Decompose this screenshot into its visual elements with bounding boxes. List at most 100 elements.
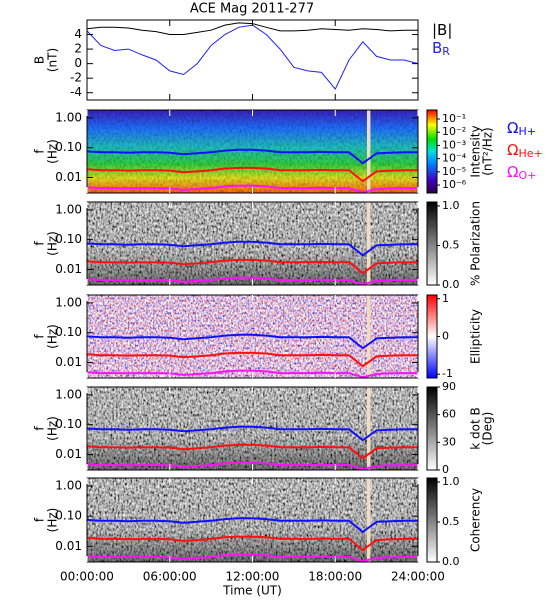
y-axis-label: f bbox=[33, 334, 47, 339]
series-line bbox=[86, 425, 418, 442]
legend-label: ΩH+ bbox=[507, 119, 536, 139]
colorbar-tick-label: 10⁻² bbox=[442, 125, 466, 138]
data-gap bbox=[366, 387, 371, 470]
y-axis-label: (Hz) bbox=[46, 231, 60, 256]
colorbar-tick-label: 1.0 bbox=[442, 475, 460, 488]
x-tick-label: 24:00:00 bbox=[391, 570, 445, 584]
y-tick-label: 4 bbox=[74, 27, 82, 41]
y-axis-label: f bbox=[33, 426, 47, 431]
colorbar-tick-label: 10⁻¹ bbox=[442, 112, 466, 125]
colorbar-label: Coherency bbox=[469, 488, 483, 552]
y-tick-label: -4 bbox=[70, 85, 82, 99]
data-gap bbox=[366, 295, 371, 378]
y-axis-label: f bbox=[33, 517, 47, 522]
colorbar-label: Intensity bbox=[469, 125, 483, 177]
y-tick-label: 0.10 bbox=[55, 140, 82, 154]
colorbar bbox=[426, 109, 438, 194]
legend-name: Ω bbox=[507, 119, 518, 137]
colorbar bbox=[426, 201, 438, 286]
series-line bbox=[86, 333, 418, 350]
colorbar-label: (nT²/Hz) bbox=[481, 127, 495, 175]
colorbar bbox=[426, 294, 438, 379]
y-tick-label: 1.00 bbox=[55, 387, 82, 401]
series-line bbox=[86, 240, 418, 257]
series-line bbox=[86, 461, 418, 471]
colorbar-tick-label: 0.5 bbox=[442, 238, 460, 251]
series-line bbox=[86, 535, 418, 552]
y-axis-label: (Hz) bbox=[46, 324, 60, 349]
colorbar bbox=[426, 386, 438, 471]
colorbar-label: k dot B bbox=[469, 407, 483, 449]
y-tick-label: -2 bbox=[70, 71, 82, 85]
y-axis-label: f bbox=[33, 241, 47, 246]
legend-subscript: O+ bbox=[518, 169, 536, 182]
legend-label: ΩO+ bbox=[507, 163, 536, 183]
colorbar-tick-label: 1.0 bbox=[442, 199, 460, 212]
colorbar-tick-label: 10⁻³ bbox=[442, 138, 466, 151]
series-line bbox=[86, 517, 418, 534]
series-line bbox=[86, 184, 418, 194]
colorbar-tick-label: 10⁻⁵ bbox=[442, 165, 466, 178]
series-line bbox=[86, 351, 418, 368]
colorbar-tick-label: 30 bbox=[442, 435, 456, 448]
series-line bbox=[86, 276, 418, 286]
legend-subscript: He+ bbox=[518, 147, 542, 160]
x-tick-label: 12:00:00 bbox=[226, 570, 280, 584]
colorbar-tick-label: 0.0 bbox=[442, 278, 460, 291]
y-tick-label: 0.10 bbox=[55, 509, 82, 523]
series-line bbox=[86, 443, 418, 460]
legend-label: BR bbox=[432, 39, 450, 59]
colorbar-label: Ellipticity bbox=[469, 309, 483, 364]
colorbar-tick-label: 10⁻⁴ bbox=[442, 152, 467, 165]
series-line bbox=[86, 258, 418, 275]
series-line bbox=[86, 148, 418, 165]
colorbar-label: % Polarization bbox=[469, 201, 483, 286]
legend-subscript: R bbox=[442, 45, 450, 58]
y-tick-label: 0 bbox=[74, 56, 82, 70]
y-axis-label: (Hz) bbox=[46, 139, 60, 164]
plot-area bbox=[87, 20, 418, 100]
y-tick-label: 0.10 bbox=[55, 232, 82, 246]
colorbar-tick-label: 10⁻⁶ bbox=[442, 178, 467, 191]
colorbar-tick-label: -1 bbox=[442, 367, 453, 380]
y-tick-label: 1.00 bbox=[55, 110, 82, 124]
legend-name: B bbox=[432, 39, 442, 57]
y-tick-label: 0.10 bbox=[55, 325, 82, 339]
y-axis-label: B bbox=[33, 56, 47, 64]
x-axis-label: Time (UT) bbox=[222, 584, 282, 598]
y-tick-label: 0.01 bbox=[55, 262, 82, 276]
y-tick-label: 1.00 bbox=[55, 202, 82, 216]
y-tick-label: 2 bbox=[74, 42, 82, 56]
y-tick-label: 0.10 bbox=[55, 417, 82, 431]
legend-subscript: H+ bbox=[518, 125, 536, 138]
y-axis-label: (Hz) bbox=[46, 416, 60, 441]
legend-name: Ω bbox=[507, 141, 518, 159]
y-tick-label: 0.01 bbox=[55, 447, 82, 461]
colorbar-tick-label: 0 bbox=[442, 463, 449, 476]
x-tick-label: 18:00:00 bbox=[308, 570, 362, 584]
colorbar-tick-label: 60 bbox=[442, 408, 456, 421]
x-tick-label: 06:00:00 bbox=[143, 570, 197, 584]
series-line bbox=[86, 369, 418, 379]
y-axis-label: (Hz) bbox=[46, 508, 60, 533]
series-line bbox=[86, 553, 418, 563]
y-tick-label: 0.01 bbox=[55, 170, 82, 184]
legend-name: Ω bbox=[507, 163, 518, 181]
colorbar-tick-label: 90 bbox=[442, 380, 456, 393]
colorbar-tick-label: 0.0 bbox=[442, 555, 460, 568]
colorbar-tick-label: 0 bbox=[442, 330, 449, 343]
y-axis-label: (nT) bbox=[46, 48, 60, 72]
colorbar-tick-label: 1 bbox=[442, 292, 449, 305]
legend-name: |B| bbox=[432, 21, 452, 39]
series-line bbox=[86, 166, 418, 183]
legend-label: |B| bbox=[432, 21, 452, 39]
data-gap bbox=[366, 478, 371, 562]
y-tick-label: 1.00 bbox=[55, 295, 82, 309]
data-gap bbox=[366, 202, 371, 285]
colorbar-label: (Deg) bbox=[481, 412, 495, 446]
y-tick-label: 1.00 bbox=[55, 479, 82, 493]
legend-label: ΩHe+ bbox=[507, 141, 543, 161]
colorbar bbox=[426, 477, 438, 563]
x-tick-label: 00:00:00 bbox=[60, 570, 114, 584]
